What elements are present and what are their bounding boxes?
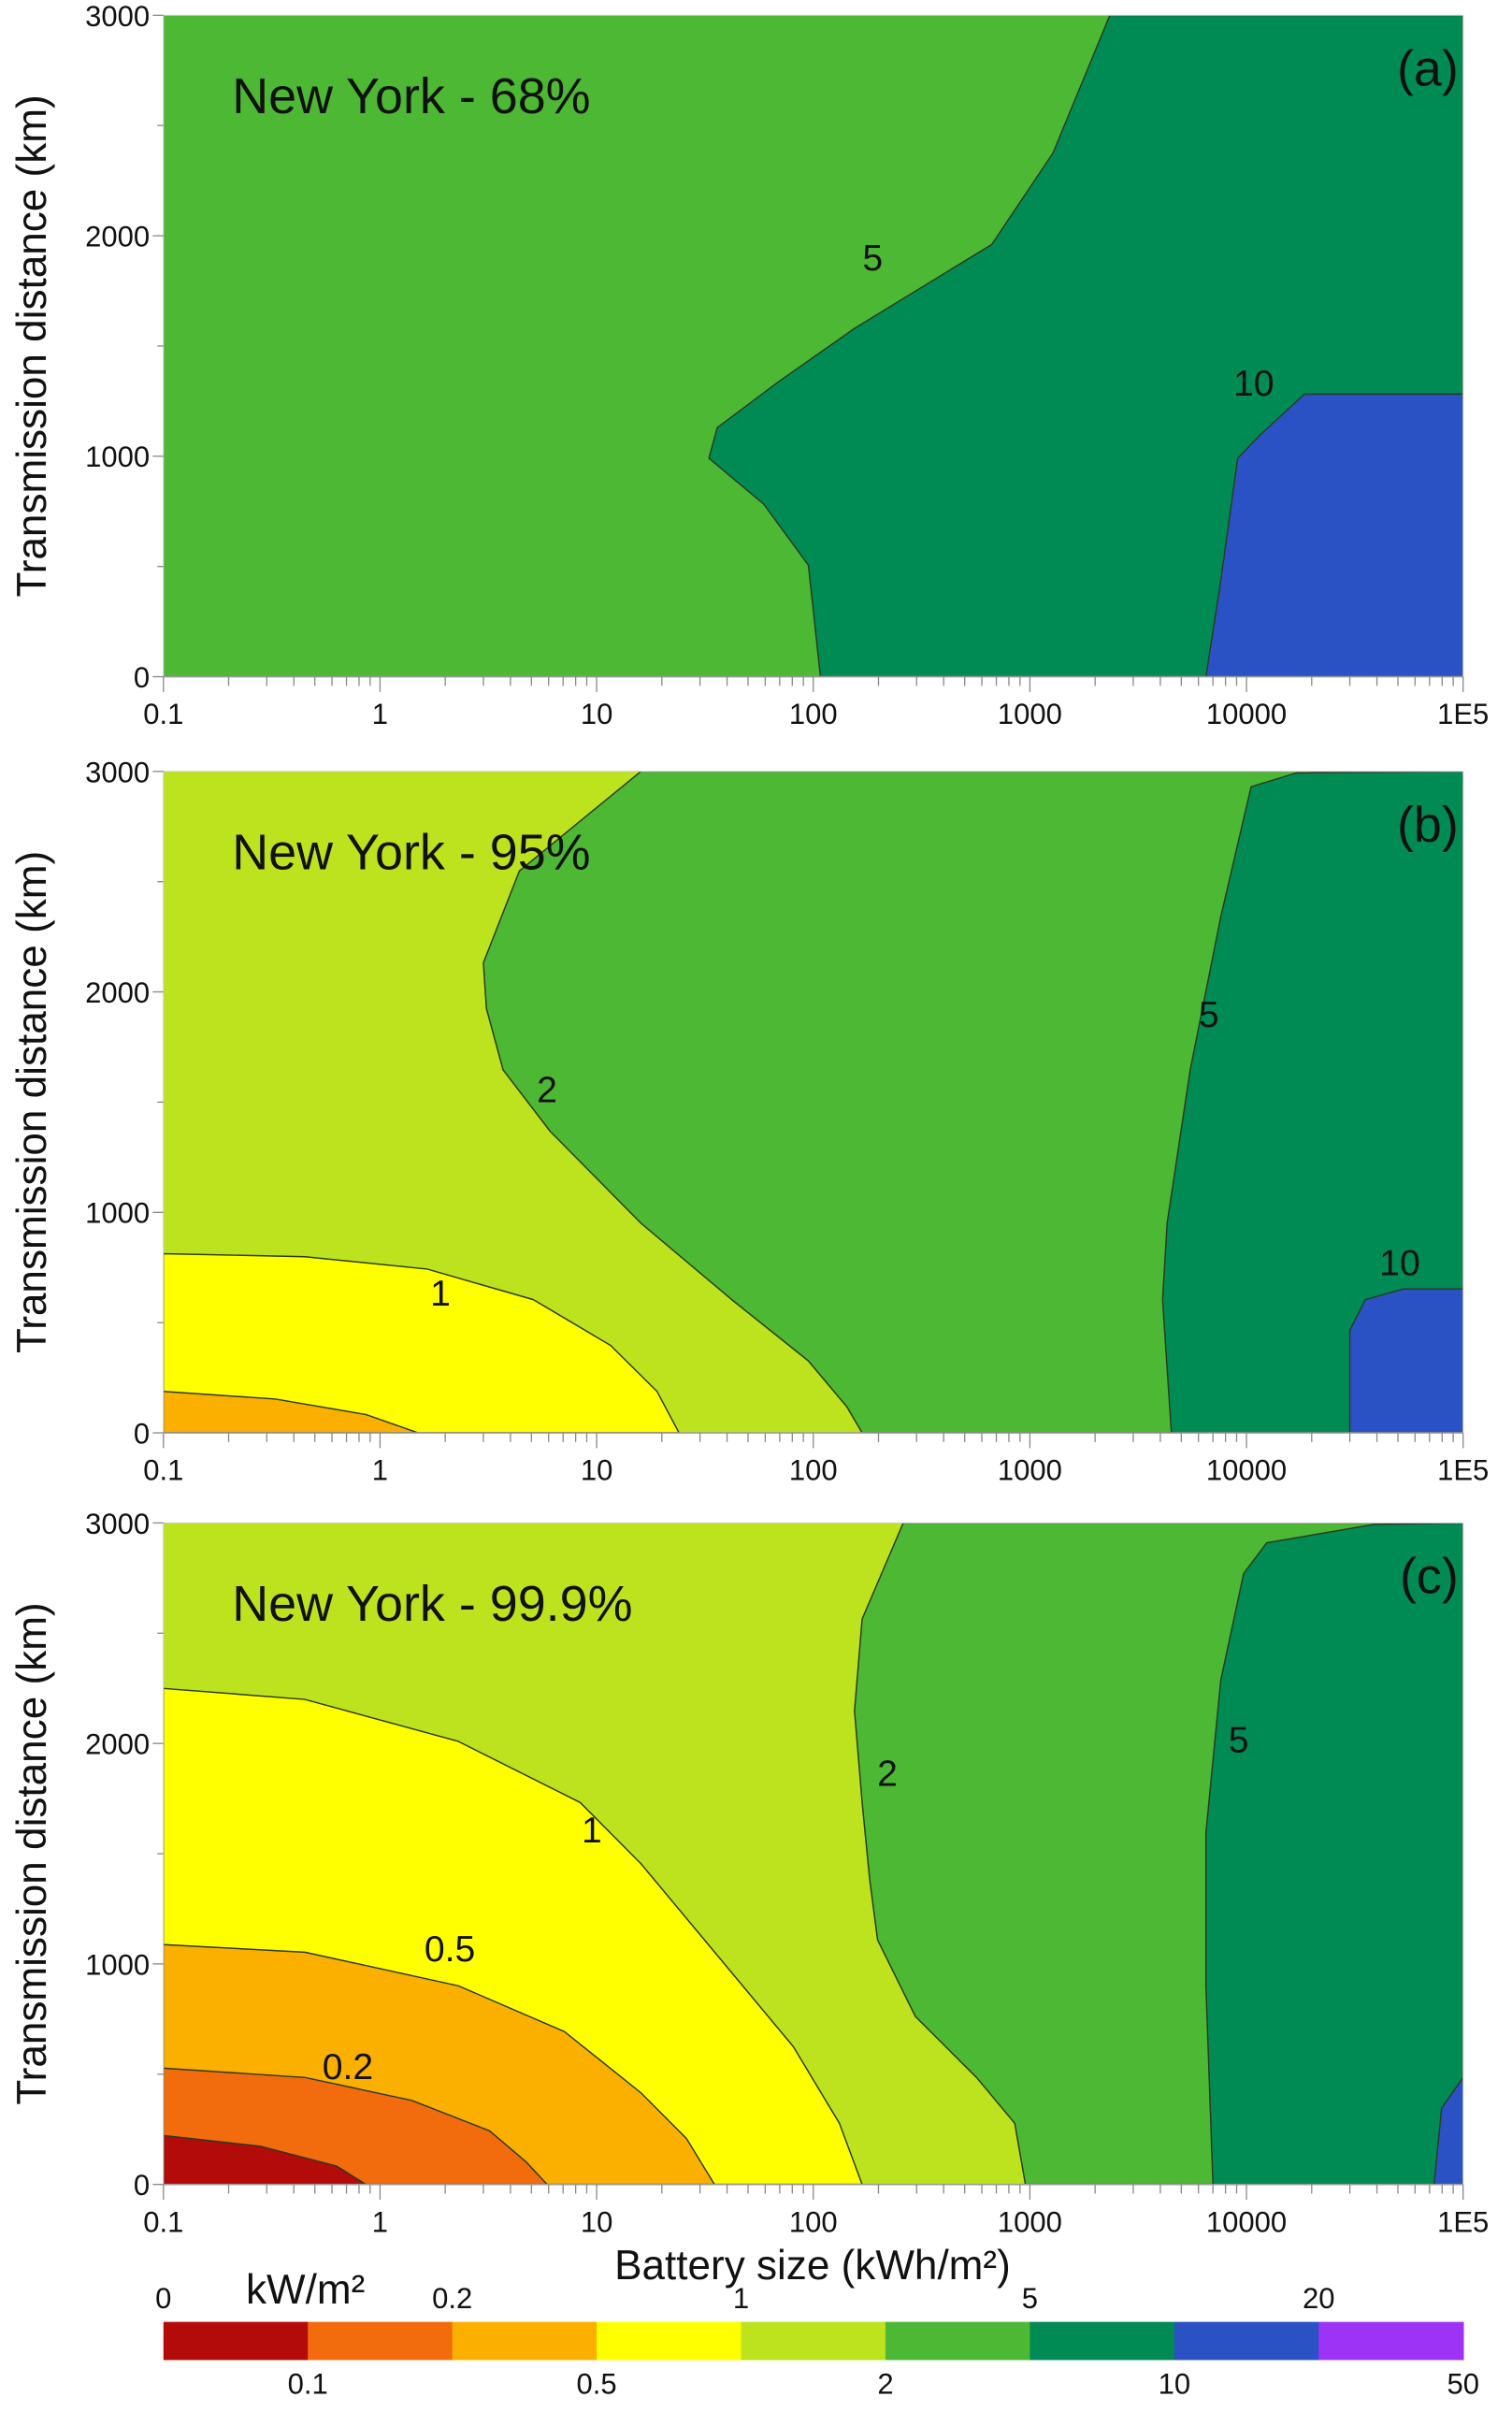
y-tick-label: 1000 <box>85 1197 150 1230</box>
contour-label: 5 <box>862 238 883 279</box>
y-tick-label: 2000 <box>85 976 150 1009</box>
y-tick-label: 3000 <box>85 0 150 33</box>
y-tick-label: 1000 <box>85 1948 150 1981</box>
panel-title: New York - 99.9% <box>232 1576 632 1632</box>
y-tick-label: 2000 <box>85 221 150 253</box>
x-tick-label: 10 <box>581 698 612 730</box>
x-tick-label: 1 <box>372 2205 388 2238</box>
y-axis-label: Transmission distance (km) <box>9 94 55 597</box>
panel-c: 2 1 0.5 0.2 5 New York - 99.9% (c) 0.1 1 10 100 100… <box>9 1508 1489 2238</box>
colorbar-segment <box>452 2321 598 2361</box>
x-tick-label: 10000 <box>1206 2205 1287 2238</box>
y-tick-label: 3000 <box>85 756 150 788</box>
contour-label: 5 <box>1229 1720 1249 1760</box>
colorbar-segment <box>308 2321 454 2361</box>
contour-regions <box>163 771 1463 1434</box>
x-tick-label: 10 <box>581 1454 612 1487</box>
contour-label: 0.2 <box>323 2047 373 2087</box>
colorbar-label-top: 5 <box>1022 2282 1038 2315</box>
panel-label: (a) <box>1397 40 1459 96</box>
contour-label: 10 <box>1233 364 1274 404</box>
contour-label: 1 <box>582 1811 602 1851</box>
contour-region-10-20 <box>1348 1288 1463 1434</box>
x-tick-label: 1 <box>372 1454 388 1487</box>
x-tick-label: 10000 <box>1206 1454 1287 1487</box>
x-tick-label: 100 <box>789 1454 838 1487</box>
contour-label: 1 <box>430 1274 451 1314</box>
contour-regions <box>708 15 1463 677</box>
x-tick-label: 10 <box>581 2205 612 2238</box>
contour-region-0.2-0.5 <box>163 1391 419 1434</box>
x-tick-label: 1E5 <box>1437 1454 1489 1487</box>
x-tick-label: 100 <box>789 698 838 730</box>
colorbar-label-bottom: 0.1 <box>288 2367 328 2400</box>
contour-label: 10 <box>1379 1243 1420 1283</box>
x-tick-label: 1E5 <box>1437 2205 1489 2238</box>
y-tick-label: 3000 <box>85 1508 150 1540</box>
panel-label: (b) <box>1397 797 1459 853</box>
colorbar-segment <box>163 2321 310 2361</box>
panel-label: (c) <box>1400 1549 1459 1605</box>
colorbar-segment <box>741 2321 886 2361</box>
colorbar-label-bottom: 50 <box>1447 2367 1479 2400</box>
colorbar-segment <box>597 2321 742 2361</box>
x-axis-label: Battery size (kWh/m²) <box>614 2243 1011 2289</box>
contour-region-10-20 <box>1204 393 1463 677</box>
x-tick-label: 0.1 <box>143 2205 183 2238</box>
y-tick-label: 0 <box>134 661 150 694</box>
y-axis-label: Transmission distance (km) <box>9 1602 55 2104</box>
colorbar-label-bottom: 2 <box>877 2367 893 2400</box>
x-tick-label: 10000 <box>1206 698 1287 730</box>
colorbar-segment <box>1030 2321 1175 2361</box>
contour-region-5-10 <box>1204 1523 1463 2185</box>
contour-region-5-10 <box>1161 771 1463 1434</box>
y-tick-label: 0 <box>134 2169 150 2202</box>
contour-label: 5 <box>1199 995 1219 1035</box>
x-tick-label: 0.1 <box>143 1454 183 1487</box>
y-tick-label: 1000 <box>85 441 150 473</box>
contour-regions <box>163 1523 1463 2185</box>
colorbar-segment <box>885 2321 1031 2361</box>
y-axis-label: Transmission distance (km) <box>9 851 55 1353</box>
contour-region-0.5-1 <box>163 1252 680 1434</box>
colorbar-label-bottom: 0.5 <box>577 2367 617 2400</box>
colorbar: 0 0.2 1 5 20 0.1 0.5 2 10 50 kW/m² <box>155 2267 1479 2400</box>
colorbar-label-top: 0 <box>155 2282 171 2315</box>
x-tick-label: 1000 <box>998 2205 1062 2238</box>
contour-region-10-20 <box>1433 2076 1463 2185</box>
colorbar-label-top: 1 <box>733 2282 749 2315</box>
colorbar-unit: kW/m² <box>246 2267 365 2313</box>
colorbar-segment <box>1174 2321 1320 2361</box>
contour-label: 2 <box>537 1070 557 1110</box>
x-tick-label: 1E5 <box>1437 698 1489 730</box>
colorbar-label-top: 0.2 <box>432 2282 472 2315</box>
colorbar-segment <box>1318 2321 1464 2361</box>
panel-title: New York - 68% <box>232 68 590 124</box>
colorbar-label-bottom: 10 <box>1159 2367 1191 2400</box>
y-tick-label: 0 <box>134 1417 150 1450</box>
contour-label: 0.5 <box>425 1929 475 1970</box>
contour-label: 2 <box>877 1754 898 1794</box>
x-tick-label: 1000 <box>998 698 1062 730</box>
y-tick-label: 2000 <box>85 1728 150 1761</box>
x-tick-label: 100 <box>789 2205 838 2238</box>
contour-region-0-0.1 <box>163 2134 367 2185</box>
panel-title: New York - 95% <box>232 824 590 880</box>
x-tick-label: 1 <box>372 698 388 730</box>
colorbar-label-top: 20 <box>1303 2282 1335 2315</box>
x-tick-label: 0.1 <box>143 698 183 730</box>
x-tick-label: 1000 <box>998 1454 1062 1487</box>
